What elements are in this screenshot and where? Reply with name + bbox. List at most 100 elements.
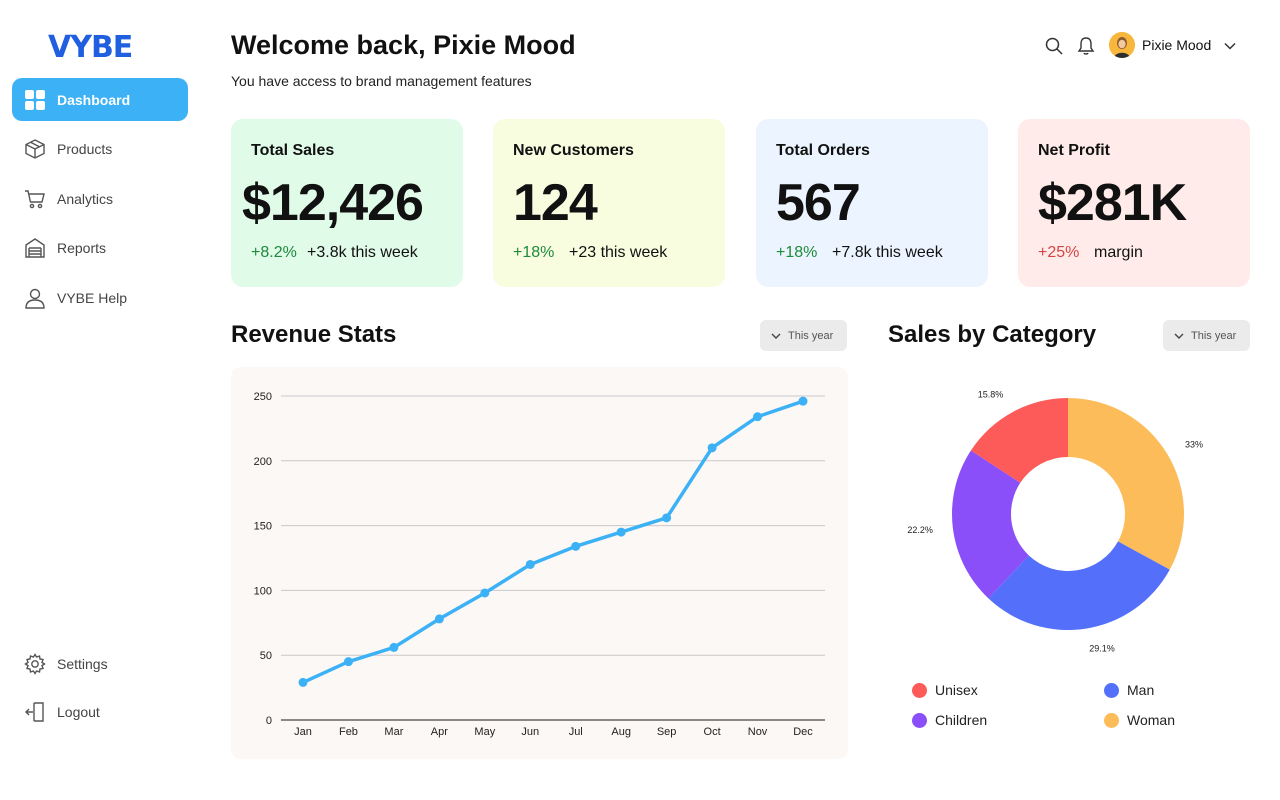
revenue-period-dropdown[interactable]: This year <box>760 320 847 351</box>
cart-icon <box>24 188 46 210</box>
x-tick-label: Jan <box>294 726 312 738</box>
revenue-series-line <box>301 399 805 685</box>
donut-slice-woman[interactable] <box>1068 398 1184 570</box>
x-tick-label: Feb <box>339 726 358 738</box>
sidebar-item-products[interactable]: Products <box>12 127 188 170</box>
data-point[interactable] <box>298 677 308 687</box>
sidebar-item-reports[interactable]: Reports <box>12 226 188 269</box>
building-icon <box>24 237 46 259</box>
y-tick-label: 250 <box>254 391 272 403</box>
card-change: +18% <box>513 244 555 261</box>
sidebar-item-label: Settings <box>57 655 108 672</box>
data-point[interactable] <box>798 396 808 406</box>
stat-card-new-customers: New Customers 124 +18% +23 this week <box>493 119 725 287</box>
dropdown-label: This year <box>788 329 834 342</box>
donut-slice-man[interactable] <box>988 541 1170 630</box>
y-tick-label: 50 <box>260 650 272 662</box>
sidebar-item-label: Logout <box>57 703 100 720</box>
sidebar-item-dashboard[interactable]: Dashboard <box>12 78 188 121</box>
slice-label: 29.1% <box>1089 643 1115 653</box>
logout-icon <box>24 701 46 723</box>
legend-swatch <box>912 712 927 728</box>
data-point[interactable] <box>389 642 399 652</box>
card-title: Total Orders <box>776 142 870 159</box>
search-icon[interactable] <box>1044 36 1064 56</box>
revenue-stats-title: Revenue Stats <box>231 321 397 348</box>
card-title: New Customers <box>513 142 634 159</box>
sales-by-category-title: Sales by Category <box>888 321 1097 348</box>
data-point[interactable] <box>707 443 717 453</box>
legend-item-woman: Woman <box>1104 712 1175 728</box>
x-tick-label: May <box>474 726 495 738</box>
sidebar-item-label: Reports <box>57 239 107 256</box>
stat-card-total-orders: Total Orders 567 +18% +7.8k this week <box>756 119 988 287</box>
legend-label: Woman <box>1127 712 1175 728</box>
x-tick-label: Oct <box>704 726 721 738</box>
avatar[interactable] <box>1109 32 1135 58</box>
card-change: +25% <box>1038 244 1080 261</box>
legend-swatch <box>1104 712 1119 728</box>
user-icon <box>24 287 46 309</box>
sidebar-item-label: Products <box>57 140 113 157</box>
stat-card-net-profit: Net Profit $281K +25% margin <box>1018 119 1250 287</box>
data-point[interactable] <box>525 559 535 569</box>
card-change: +18% <box>776 244 818 261</box>
donut-slice-unisex[interactable] <box>970 398 1068 483</box>
data-point[interactable] <box>571 541 581 551</box>
card-note: +3.8k this week <box>307 244 418 261</box>
legend-item-unisex: Unisex <box>912 682 978 698</box>
y-tick-label: 0 <box>266 715 272 727</box>
y-tick-label: 150 <box>254 521 272 533</box>
x-tick-label: Dec <box>793 726 813 738</box>
revenue-chart-panel: 0 50 100 150 200 250 Jan Feb Mar Apr May Jun Jul Aug S… <box>231 367 848 759</box>
page-title: Welcome back, Pixie Mood <box>231 30 576 60</box>
grid-icon <box>24 89 46 111</box>
data-point[interactable] <box>662 513 672 523</box>
gear-icon <box>24 652 46 675</box>
app-logo[interactable]: VYBE <box>48 30 133 65</box>
data-point[interactable] <box>480 588 490 598</box>
card-title: Total Sales <box>251 142 335 159</box>
sidebar-item-logout[interactable]: Logout <box>12 690 188 733</box>
x-tick-label: Aug <box>611 726 631 738</box>
sidebar-item-settings[interactable]: Settings <box>12 642 188 685</box>
chevron-down-icon <box>771 333 781 339</box>
data-point[interactable] <box>753 412 763 422</box>
bell-icon[interactable] <box>1076 36 1096 56</box>
sidebar-item-label: VYBE Help <box>57 289 128 306</box>
card-value: $12,426 <box>242 174 424 232</box>
data-point[interactable] <box>343 657 353 667</box>
data-point[interactable] <box>434 614 444 624</box>
category-period-dropdown[interactable]: This year <box>1163 320 1250 351</box>
sidebar-item-label: Dashboard <box>57 91 131 108</box>
y-tick-label: 200 <box>254 456 272 468</box>
user-name[interactable]: Pixie Mood <box>1142 37 1212 53</box>
x-tick-label: Apr <box>431 726 448 738</box>
donut-slice-children[interactable] <box>952 450 1029 599</box>
box-icon <box>24 138 46 160</box>
x-tick-label: Nov <box>748 726 768 738</box>
x-tick-label: Sep <box>657 726 677 738</box>
revenue-line-chart: 0 50 100 150 200 250 Jan Feb Mar Apr May Jun Jul Aug S… <box>254 391 825 738</box>
chevron-down-icon <box>1174 333 1184 339</box>
category-donut-chart: 33% 29.1% 22.2% 15.8% <box>907 389 1203 653</box>
legend-swatch <box>912 682 927 698</box>
stat-card-total-sales: Total Sales $12,426 +8.2% +3.8k this wee… <box>231 119 463 287</box>
card-change: +8.2% <box>251 244 297 261</box>
legend-label: Unisex <box>935 682 978 698</box>
legend-label: Man <box>1127 682 1155 698</box>
card-value: $281K <box>1038 174 1187 232</box>
data-point[interactable] <box>616 527 626 537</box>
sidebar-item-vybe-help[interactable]: VYBE Help <box>12 276 188 319</box>
card-note: +7.8k this week <box>832 244 943 261</box>
slice-label: 22.2% <box>907 525 933 535</box>
page-subtitle: You have access to brand management feat… <box>231 73 532 89</box>
chevron-down-icon[interactable] <box>1222 38 1238 54</box>
slice-label: 33% <box>1185 440 1203 450</box>
dropdown-label: This year <box>1191 329 1237 342</box>
x-tick-label: Mar <box>384 726 403 738</box>
sidebar-item-analytics[interactable]: Analytics <box>12 177 188 220</box>
x-tick-label: Jul <box>569 726 583 738</box>
legend-item-man: Man <box>1104 682 1154 698</box>
x-tick-label: Jun <box>521 726 539 738</box>
